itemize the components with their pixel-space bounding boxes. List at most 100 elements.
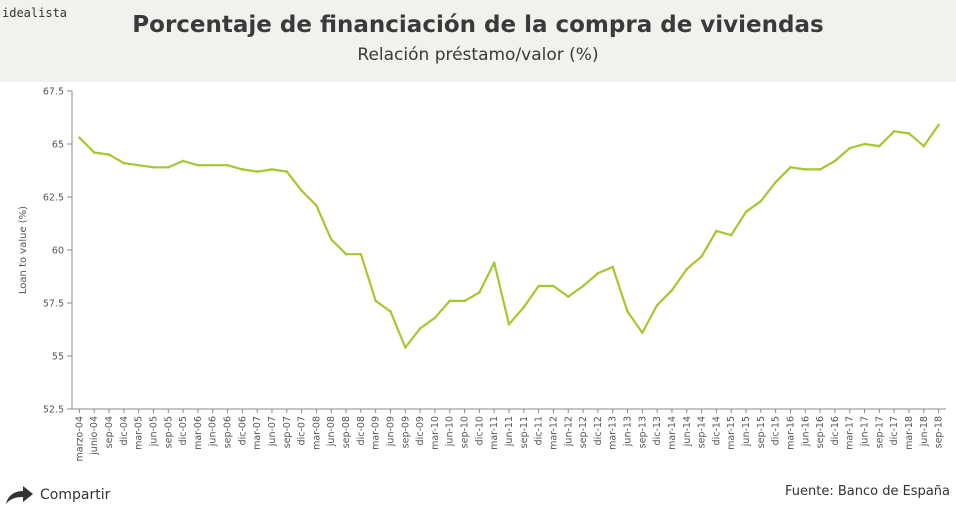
x-tick-label: sep-17	[874, 416, 885, 448]
x-tick-label: mar-12	[548, 416, 559, 450]
x-tick-label: mar-14	[667, 416, 678, 450]
y-tick-label: 52.5	[43, 405, 64, 416]
data-point	[863, 142, 866, 146]
x-tick-label: jun-07	[267, 416, 278, 447]
y-axis-ticks: 52.5 55 57.5 60 62.5 65 67.5	[43, 87, 72, 416]
data-point	[789, 166, 792, 169]
x-axis-ticks: marzo-04 junio-04 sep-04 dic-04 mar-05 jun-05…	[74, 409, 945, 461]
data-point	[892, 129, 896, 133]
x-tick-label: mar-16	[785, 416, 796, 450]
x-tick-label: jun-06	[208, 416, 219, 447]
axes	[71, 91, 946, 410]
data-point	[774, 180, 777, 184]
x-tick-label: jun-14	[682, 416, 693, 447]
x-tick-label: jun-17	[860, 416, 871, 447]
x-tick-label: mar-08	[311, 416, 322, 450]
data-point	[848, 146, 852, 150]
y-tick-label: 67.5	[43, 87, 64, 98]
data-point	[107, 153, 111, 156]
x-tick-label: sep-16	[815, 416, 826, 448]
y-tick-label: 55	[52, 352, 64, 363]
data-point	[389, 310, 392, 313]
y-tick-label: 62.5	[43, 193, 64, 204]
x-tick-label: junio-04	[89, 416, 100, 456]
data-point	[566, 295, 570, 298]
x-tick-label: jun-10	[445, 416, 456, 447]
y-tick-label: 65	[52, 140, 64, 151]
data-point	[478, 291, 481, 294]
x-tick-label: marzo-04	[74, 416, 85, 461]
x-tick-label: sep-09	[400, 416, 411, 448]
data-point	[907, 132, 911, 135]
x-tick-label: sep-13	[637, 416, 648, 448]
data-point	[315, 204, 318, 207]
x-tick-label: mar-11	[489, 416, 500, 450]
x-tick-label: mar-07	[252, 416, 263, 450]
data-point	[122, 161, 126, 165]
line-chart: Loan to value (%) 52.5 55 57.5 60 62.5 65 67.5…	[18, 87, 946, 461]
x-tick-label: sep-08	[341, 416, 352, 448]
x-tick-label: dic-17	[889, 416, 900, 445]
data-point	[641, 331, 644, 334]
data-point	[181, 159, 185, 163]
data-point	[581, 284, 585, 288]
x-tick-label: dic-11	[534, 416, 545, 445]
data-point	[700, 255, 703, 258]
x-tick-label: dic-10	[474, 416, 485, 445]
data-point	[448, 299, 452, 303]
data-point	[211, 163, 215, 167]
data-point	[433, 316, 437, 320]
x-tick-label: jun-18	[919, 416, 930, 447]
source-note: Fuente: Banco de España	[784, 484, 950, 499]
chart-header: idealista Porcentaje de financiación de …	[0, 0, 956, 82]
data-point	[818, 168, 822, 171]
x-tick-label: sep-10	[460, 416, 471, 448]
data-point	[729, 233, 733, 237]
data-point	[329, 238, 333, 241]
data-point	[344, 252, 348, 256]
data-point	[552, 284, 555, 288]
data-point	[507, 322, 511, 326]
x-tick-label: sep-14	[697, 416, 708, 448]
x-tick-label: dic-06	[237, 416, 248, 445]
data-point	[596, 272, 600, 275]
series-layer	[78, 123, 940, 349]
data-point	[715, 229, 718, 233]
data-point	[92, 151, 96, 154]
data-point	[255, 170, 259, 173]
x-tick-label: dic-16	[830, 416, 841, 445]
data-point	[270, 168, 274, 171]
data-point	[285, 170, 289, 173]
data-point	[463, 299, 466, 303]
share-button[interactable]: Compartir	[4, 485, 110, 505]
data-point	[744, 210, 748, 214]
data-point	[655, 303, 659, 307]
data-point	[670, 288, 674, 292]
share-label: Compartir	[40, 487, 111, 503]
x-tick-label: mar-09	[371, 416, 382, 450]
x-tick-label: dic-07	[297, 416, 308, 445]
x-tick-label: dic-13	[652, 416, 663, 445]
x-tick-label: jun-05	[148, 416, 159, 447]
x-tick-label: dic-05	[178, 416, 189, 445]
data-point	[166, 166, 170, 169]
x-tick-label: sep-11	[519, 416, 530, 448]
x-tick-label: mar-13	[608, 416, 619, 450]
brand-logo: idealista	[2, 6, 68, 20]
share-arrow-icon	[6, 486, 33, 504]
x-tick-label: dic-12	[593, 416, 604, 445]
x-tick-label: mar-10	[430, 416, 441, 450]
x-tick-label: sep-18	[934, 416, 945, 448]
x-tick-label: sep-07	[282, 416, 293, 448]
data-point	[137, 163, 140, 167]
data-point	[537, 284, 540, 288]
data-point	[418, 327, 422, 330]
data-point	[803, 168, 807, 171]
x-tick-label: jun-12	[563, 416, 574, 447]
x-tick-label: jun-13	[623, 416, 634, 447]
y-axis-label: Loan to value (%)	[18, 206, 29, 294]
data-point	[404, 346, 407, 349]
data-point	[359, 252, 363, 256]
x-tick-label: sep-12	[578, 416, 589, 448]
data-point	[759, 199, 763, 203]
